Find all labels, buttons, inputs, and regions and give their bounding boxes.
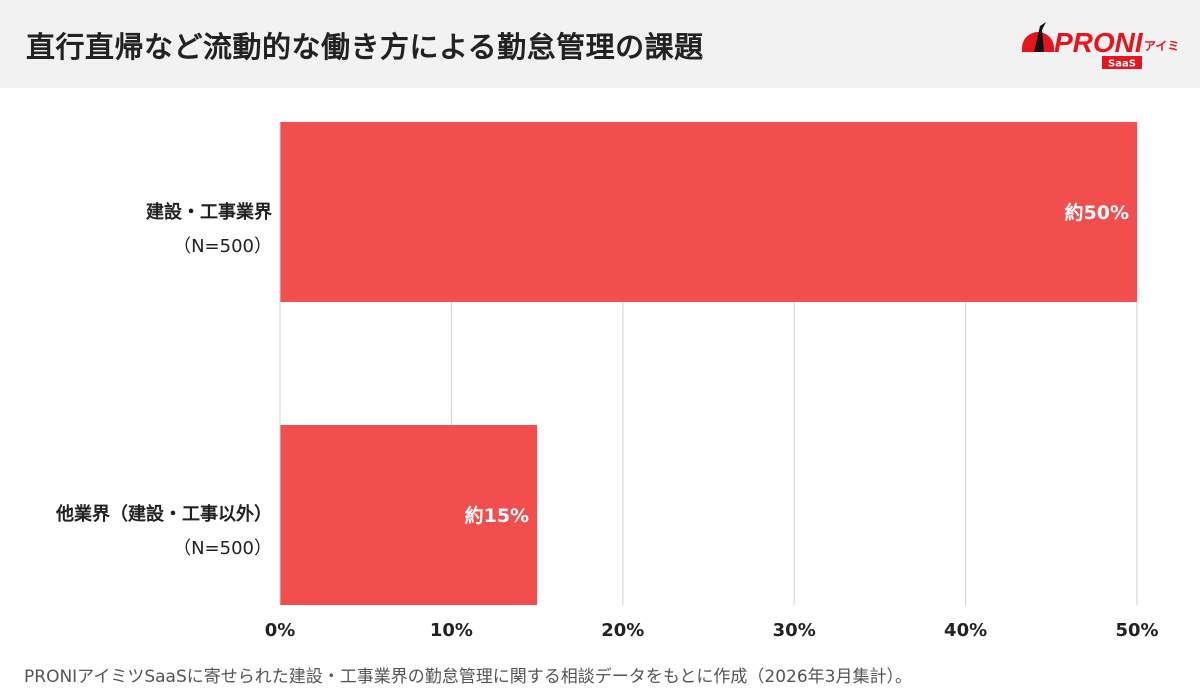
tick-label: 0%	[265, 620, 296, 641]
bar	[280, 122, 1137, 302]
tick-label: 30%	[773, 620, 816, 641]
tick-label: 40%	[944, 620, 987, 641]
tick-label: 20%	[601, 620, 644, 641]
category-label-construction: 建設・工事業界 （N=500）	[146, 196, 272, 264]
proni-logo: PRONI アイミツ SaaS	[1022, 22, 1180, 70]
tick-label: 10%	[430, 620, 473, 641]
svg-text:アイミツ: アイミツ	[1144, 39, 1180, 53]
category-name: 建設・工事業界	[146, 202, 272, 223]
bar	[280, 425, 538, 605]
bar-chart: 0% 10% 20% 30% 40% 50% 約50% 約15%	[265, 122, 1159, 641]
svg-text:SaaS: SaaS	[1108, 59, 1136, 70]
svg-text:PRONI: PRONI	[1054, 27, 1144, 58]
data-label: 約15%	[465, 504, 529, 527]
footnote: PRONIアイミツSaaSに寄せられた建設・工事業界の勤怠管理に関する相談データ…	[24, 667, 912, 687]
category-name: 他業界（建設・工事以外）	[56, 504, 272, 525]
data-label: 約50%	[1065, 201, 1129, 224]
category-n: （N=500）	[173, 538, 272, 559]
category-label-other: 他業界（建設・工事以外） （N=500）	[56, 498, 272, 566]
page-title: 直行直帰など流動的な働き方による勤怠管理の課題	[26, 30, 704, 64]
tick-label: 50%	[1115, 620, 1158, 641]
category-n: （N=500）	[173, 236, 272, 257]
header: 直行直帰など流動的な働き方による勤怠管理の課題 PRONI アイミツ SaaS	[0, 0, 1200, 88]
